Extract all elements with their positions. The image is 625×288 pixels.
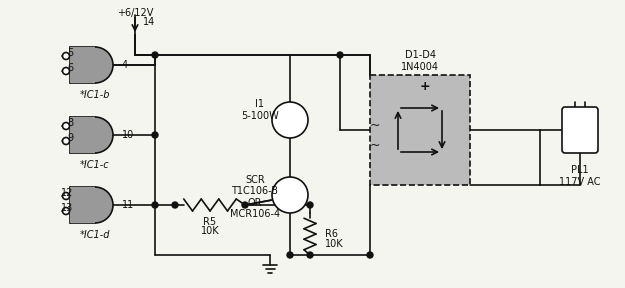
Text: 8: 8 (67, 118, 73, 128)
Text: +: + (420, 80, 430, 93)
Circle shape (337, 52, 343, 58)
Text: +6/12V: +6/12V (117, 8, 153, 18)
Circle shape (172, 202, 178, 208)
Circle shape (152, 52, 158, 58)
Bar (70, 187, 95, 223)
Text: 5: 5 (67, 48, 73, 58)
Text: 6: 6 (67, 63, 73, 73)
Circle shape (62, 192, 69, 200)
Text: 11: 11 (122, 200, 134, 210)
Wedge shape (95, 187, 113, 223)
Text: 4: 4 (122, 60, 128, 70)
Circle shape (272, 177, 308, 213)
Circle shape (62, 122, 69, 130)
Wedge shape (95, 47, 113, 83)
Circle shape (242, 202, 248, 208)
Text: PL1
117V AC: PL1 117V AC (559, 165, 601, 187)
Text: 10K: 10K (325, 239, 344, 249)
Text: 13: 13 (61, 203, 73, 213)
Text: 10: 10 (122, 130, 134, 140)
Text: *IC1-b: *IC1-b (80, 90, 110, 100)
Circle shape (62, 137, 69, 145)
Text: R6: R6 (325, 229, 338, 239)
Bar (370, 75, 470, 185)
Text: R5: R5 (204, 217, 217, 227)
Text: I1
5-100W: I1 5-100W (241, 99, 279, 121)
Text: 10K: 10K (201, 226, 219, 236)
Circle shape (62, 207, 69, 215)
Text: ~: ~ (370, 139, 380, 151)
FancyBboxPatch shape (562, 107, 598, 153)
Text: SCR
T1C106-B
OR
MCR106-4: SCR T1C106-B OR MCR106-4 (230, 175, 280, 219)
Text: 14: 14 (143, 17, 155, 27)
Circle shape (62, 52, 69, 60)
Bar (70, 47, 95, 83)
Bar (70, 117, 95, 153)
Circle shape (307, 202, 313, 208)
Text: 9: 9 (67, 133, 73, 143)
Text: 12: 12 (61, 188, 73, 198)
Text: D1-D4
1N4004: D1-D4 1N4004 (401, 50, 439, 72)
Text: *IC1-c: *IC1-c (80, 160, 110, 170)
Circle shape (367, 252, 373, 258)
Circle shape (287, 252, 293, 258)
Text: *IC1-d: *IC1-d (80, 230, 110, 240)
Circle shape (272, 102, 308, 138)
Wedge shape (95, 117, 113, 153)
Circle shape (152, 202, 158, 208)
Text: ~: ~ (370, 118, 380, 132)
Circle shape (307, 252, 313, 258)
Circle shape (152, 132, 158, 138)
Circle shape (62, 67, 69, 75)
